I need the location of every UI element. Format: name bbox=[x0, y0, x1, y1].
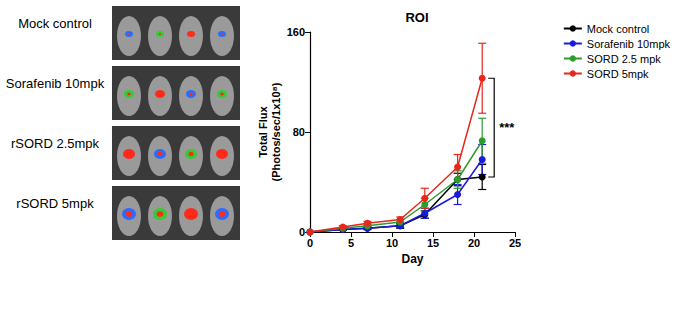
svg-text:SORD 2.5 mpk: SORD 2.5 mpk bbox=[587, 53, 661, 65]
svg-text:Total Flux: Total Flux bbox=[257, 106, 269, 158]
html-text:rSORD 5mpk: rSORD 5mpk bbox=[16, 196, 94, 211]
svg-text:Sorafenib 10mpk: Sorafenib 10mpk bbox=[587, 38, 671, 50]
svg-text:5: 5 bbox=[348, 237, 354, 249]
html-text:rSORD 2.5mpk: rSORD 2.5mpk bbox=[10, 136, 100, 151]
svg-text:160: 160 bbox=[287, 26, 305, 38]
svg-text:10: 10 bbox=[386, 237, 398, 249]
svg-text:ROI: ROI bbox=[405, 10, 428, 25]
svg-text:***: *** bbox=[499, 120, 515, 135]
html-text:Mock control: Mock control bbox=[18, 16, 92, 31]
svg-text:(Photos/sec/1x10⁸): (Photos/sec/1x10⁸) bbox=[270, 82, 282, 181]
svg-text:80: 80 bbox=[293, 126, 305, 138]
svg-text:Day: Day bbox=[401, 252, 423, 266]
svg-text:SORD 5mpk: SORD 5mpk bbox=[587, 68, 649, 80]
html-text:Sorafenib 10mpk: Sorafenib 10mpk bbox=[5, 76, 105, 91]
svg-text:15: 15 bbox=[427, 237, 439, 249]
svg-text:20: 20 bbox=[468, 237, 480, 249]
svg-text:0: 0 bbox=[299, 226, 305, 238]
svg-text:Mock control: Mock control bbox=[587, 23, 649, 35]
svg-text:0: 0 bbox=[307, 237, 313, 249]
svg-text:25: 25 bbox=[509, 237, 521, 249]
